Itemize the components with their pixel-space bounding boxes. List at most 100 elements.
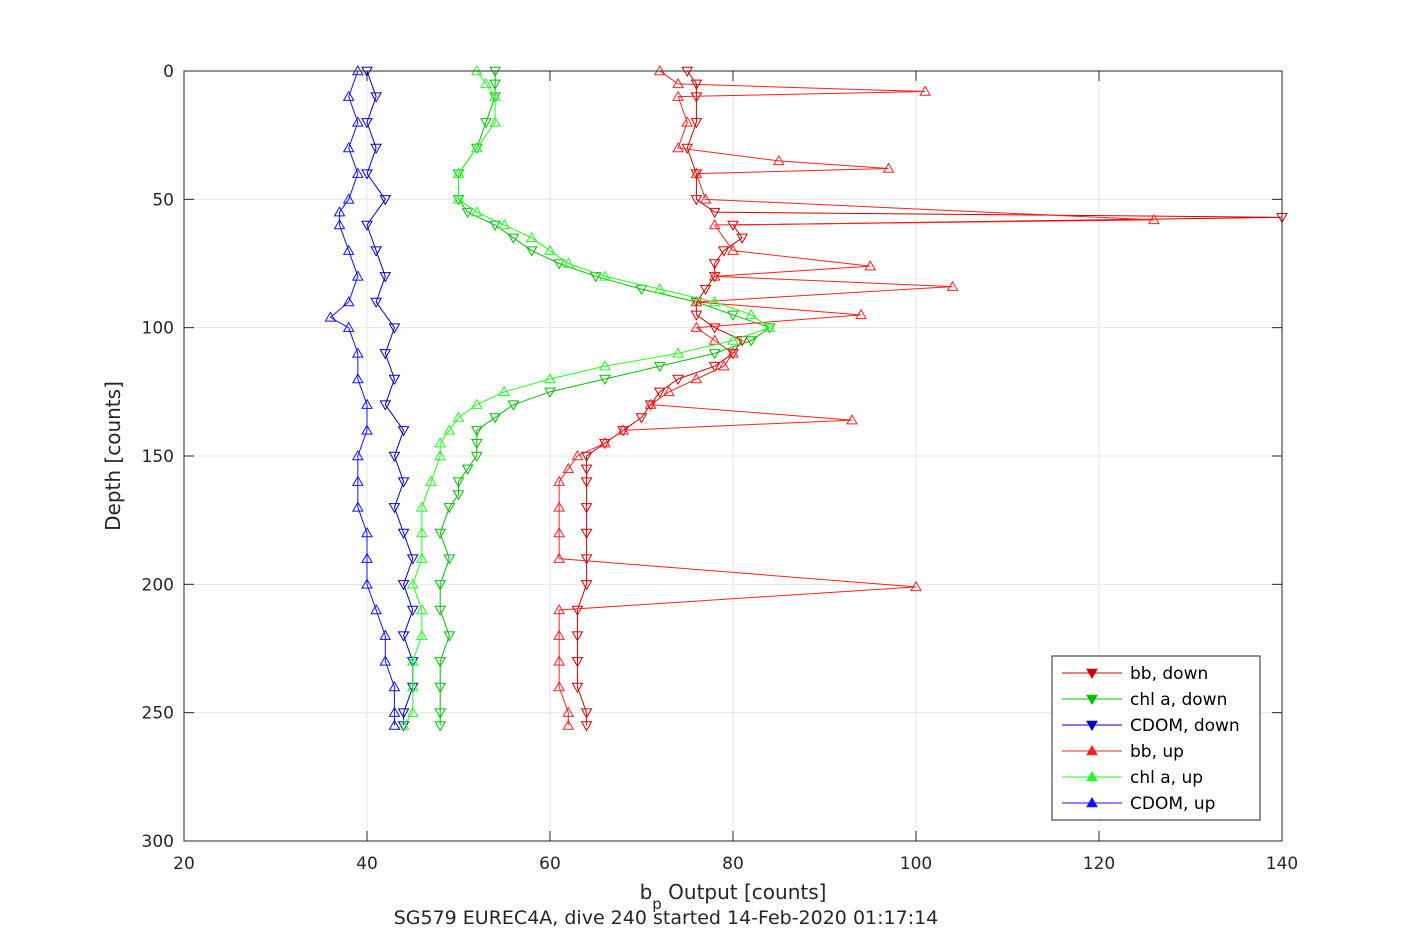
data-point [635,284,648,296]
data-point [580,528,593,540]
data-point [470,143,483,155]
data-point [553,501,566,512]
data-point [470,398,483,409]
data-point [672,90,684,101]
data-point [470,206,483,217]
data-point [489,116,501,127]
series-bb-up [553,64,1160,730]
legend-entry: chl a, up [1130,768,1203,788]
data-point [397,477,410,488]
data-point [580,580,593,591]
data-point [736,336,749,347]
data-point [443,631,456,642]
data-point [562,719,575,730]
data-point [434,721,447,732]
data-point [388,680,401,692]
data-point [388,323,401,334]
data-point [379,400,392,411]
data-point [846,414,858,425]
data-point [480,118,492,129]
data-point [370,143,383,155]
data-point [717,246,730,257]
data-point [599,374,611,386]
data-point [708,207,721,219]
x-axis-label-rest: Output [counts] [662,880,827,904]
data-point [379,629,392,640]
data-point [498,218,511,230]
data-point [653,361,666,373]
data-point [489,79,501,90]
data-point [489,413,501,424]
data-point [571,682,584,694]
data-point [406,655,419,666]
data-point [589,272,602,283]
series-layer [324,64,1288,732]
data-point [434,449,447,461]
data-point [763,321,776,332]
data-point [480,77,492,89]
data-point [452,411,465,422]
data-point [708,218,721,230]
data-point [397,426,410,437]
legend-entry: bb, up [1130,742,1184,762]
data-point [443,503,456,514]
data-point [653,387,666,398]
series-line [366,70,414,726]
series-line [558,70,1154,726]
data-point [653,283,666,294]
data-point [672,77,684,89]
data-point [434,657,447,668]
data-point [416,603,428,615]
data-point [489,92,501,103]
data-point [361,552,373,563]
data-point [708,323,721,334]
x-tick-label: 100 [900,854,932,874]
data-point [708,259,721,270]
data-point [434,682,447,694]
data-point [617,426,630,437]
data-point [946,280,959,291]
data-point [562,706,575,717]
series-line [329,70,395,726]
data-point [727,347,739,358]
data-point [553,526,566,538]
data-point [727,334,739,345]
data-point [470,64,483,76]
data-point [727,349,739,360]
data-point [708,334,721,345]
data-point [452,477,465,488]
data-point [553,552,566,563]
data-point [342,90,355,101]
data-point [452,169,465,180]
data-point [708,361,721,373]
data-point [452,490,465,501]
data-point [361,220,373,232]
data-point [708,272,721,283]
data-point [672,347,684,358]
data-point [580,708,593,719]
data-point [452,193,465,204]
legend-entry: CDOM, up [1130,794,1215,814]
data-point [553,680,566,692]
data-point [699,284,712,296]
data-point [699,193,712,204]
data-point [397,631,410,642]
data-point [599,437,611,448]
data-point [379,272,392,283]
data-point [745,308,758,320]
data-point [470,451,483,463]
data-point [370,92,383,103]
data-point [690,92,703,103]
data-point [342,321,355,332]
data-point [443,554,456,565]
data-point [919,85,932,96]
data-point [333,206,346,217]
legend-box [1051,655,1261,821]
data-point [379,195,392,206]
data-point [690,169,703,180]
series-cdom-up [324,64,401,730]
chart-caption: SG579 EUREC4A, dive 240 started 14-Feb-2… [394,907,939,929]
data-point [553,475,566,486]
data-point [470,426,483,437]
